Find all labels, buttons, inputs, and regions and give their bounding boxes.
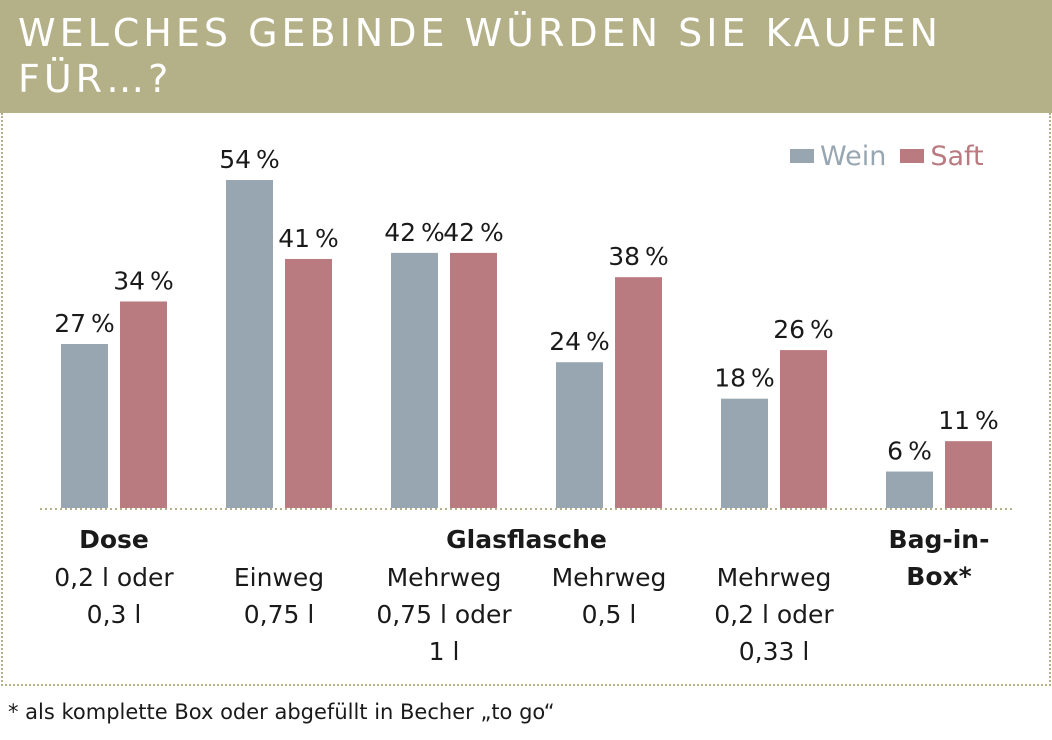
data-label-saft-3: 38 %	[608, 242, 669, 271]
tick-label-2-0: Mehrweg	[387, 563, 502, 592]
data-label-saft-4: 26 %	[773, 315, 834, 344]
tick-label-1-0: Einweg	[234, 563, 324, 592]
data-label-wein-3: 24 %	[549, 327, 610, 356]
chart-title: WELCHES GEBINDE WÜRDEN SIE KAUFEN FÜR…?	[18, 11, 942, 101]
bar-wein-5	[886, 471, 933, 508]
group-label-0: Dose	[79, 525, 149, 554]
bar-wein-4	[721, 398, 768, 508]
tick-label-0-0: 0,2 l oder	[54, 563, 174, 592]
data-label-wein-0: 27 %	[54, 309, 115, 338]
data-label-wein-4: 18 %	[714, 364, 775, 393]
bar-saft-3	[615, 277, 662, 508]
bar-chart: 27 % 54 % 42 % 24 % 18 % 6 % 34 % 41 % 42 % 38 % 2…	[40, 145, 1015, 666]
data-label-saft-0: 34 %	[113, 266, 174, 295]
data-label-wein-1: 54 %	[219, 145, 280, 174]
group-label-2-0: Bag-in-	[889, 525, 990, 554]
tick-label-2-2: 1 l	[429, 637, 460, 666]
tick-label-4-0: Mehrweg	[717, 563, 832, 592]
bar-wein-3	[556, 362, 603, 508]
tick-label-3-0: Mehrweg	[552, 563, 667, 592]
bar-saft-4	[780, 350, 827, 508]
tick-label-1-1: 0,75 l	[244, 600, 315, 629]
group-label-1: Glasflasche	[446, 525, 607, 554]
legend-swatch-saft	[900, 149, 925, 163]
tick-label-2-1: 0,75 l oder	[376, 600, 512, 629]
data-label-saft-1: 41 %	[278, 224, 339, 253]
legend-item-saft: Saft	[900, 140, 984, 172]
bar-wein-1	[226, 180, 273, 508]
tick-label-3-1: 0,5 l	[582, 600, 637, 629]
data-label-wein-2: 42 %	[384, 218, 445, 247]
group-label-2-1: Box*	[906, 562, 971, 591]
bar-saft-2	[450, 252, 497, 508]
title-banner: WELCHES GEBINDE WÜRDEN SIE KAUFEN FÜR…?	[0, 0, 1052, 113]
bar-wein-0	[61, 344, 108, 508]
legend-item-wein: Wein	[790, 141, 886, 172]
data-label-saft-2: 42 %	[443, 218, 504, 247]
legend-label-wein: Wein	[820, 140, 887, 172]
bar-saft-5	[945, 441, 992, 508]
bar-wein-2	[391, 252, 438, 508]
bar-saft-0	[120, 301, 167, 508]
data-label-saft-5: 11 %	[938, 406, 999, 435]
tick-label-4-2: 0,33 l	[739, 637, 810, 666]
footnote: * als komplette Box oder abgefüllt in Be…	[8, 700, 555, 724]
tick-label-4-1: 0,2 l oder	[714, 600, 834, 629]
legend-label-saft: Saft	[930, 140, 984, 172]
tick-label-0-1: 0,3 l	[87, 600, 142, 629]
data-label-wein-5: 6 %	[887, 437, 932, 466]
chart-legend: Wein Saft	[790, 138, 998, 174]
bar-saft-1	[285, 258, 332, 508]
legend-swatch-wein	[790, 149, 814, 163]
chart-frame	[1, 113, 1051, 686]
